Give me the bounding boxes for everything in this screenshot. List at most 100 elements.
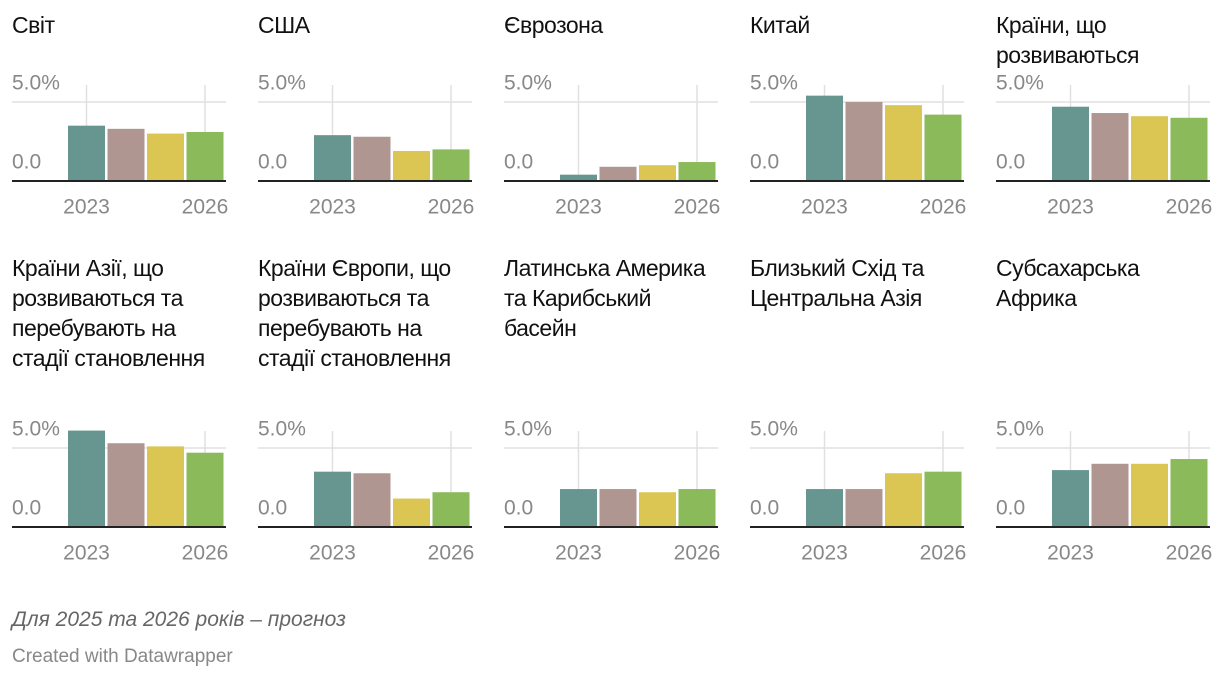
bar [1170,459,1208,527]
panel-title: Країни Азії, що розвиваються та перебува… [12,255,205,371]
x-tick-label: 2023 [63,196,110,219]
y-tick-label: 0.0 [504,151,533,174]
panel-title: Китай [750,12,810,38]
bar [560,489,597,527]
bar [432,492,470,527]
bar [599,166,637,181]
bar [639,492,676,527]
bar [1170,117,1208,181]
y-tick-label: 0.0 [996,151,1025,174]
x-tick-label: 2026 [182,196,229,219]
bar [806,489,843,527]
x-tick-label: 2026 [1166,196,1213,219]
panel-chart: 2023 2026 0.0 5.0% [996,72,1213,219]
x-tick-label: 2023 [801,196,848,219]
bar [678,162,716,181]
y-tick-label: 0.0 [750,151,779,174]
bar [924,114,962,181]
x-tick-label: 2026 [182,542,229,565]
bar [885,473,922,527]
bar [599,489,637,527]
bar [678,489,716,527]
y-tick-label: 0.0 [996,497,1025,520]
x-tick-label: 2023 [309,542,356,565]
bar [885,105,922,181]
panel-chart: 2023 2026 0.0 5.0% [750,418,967,565]
bar [68,125,105,181]
bar [393,150,430,181]
y-tick-label: 0.0 [12,151,41,174]
y-tick-label: 5.0% [504,72,552,95]
y-tick-label: 0.0 [258,497,287,520]
bar [639,165,676,181]
y-tick-label: 5.0% [258,418,306,441]
bar [186,132,224,181]
credit: Created with Datawrapper [12,646,233,667]
x-tick-label: 2023 [555,196,602,219]
y-tick-label: 5.0% [258,72,306,95]
bar [107,443,145,527]
note: Для 2025 та 2026 років – прогноз [12,608,346,631]
y-tick-label: 5.0% [750,418,798,441]
bar [845,101,883,181]
x-tick-label: 2026 [920,196,967,219]
panel-chart: 2023 2026 0.0 5.0% [504,72,721,219]
panel-chart: 2023 2026 0.0 5.0% [12,72,229,219]
y-tick-label: 0.0 [258,151,287,174]
bar [353,136,391,181]
panel-chart: 2023 2026 0.0 5.0% [258,72,475,219]
panel-chart: 2023 2026 0.0 5.0% [12,418,229,565]
panel-title: Країни, що розвиваються [996,12,1139,68]
x-tick-label: 2023 [555,542,602,565]
y-tick-label: 5.0% [996,72,1044,95]
panel-title: Латинська Америка та Карибський басейн [504,255,706,341]
bar [314,135,351,181]
y-tick-label: 5.0% [750,72,798,95]
bar [845,489,883,527]
bar [1091,113,1129,181]
panel-title: Країни Європи, що розвиваються та перебу… [258,255,451,371]
x-tick-label: 2023 [1047,196,1094,219]
x-tick-label: 2026 [428,542,475,565]
bar [393,498,430,527]
x-tick-label: 2023 [801,542,848,565]
x-tick-label: 2023 [1047,542,1094,565]
bar [1131,463,1168,527]
bar [147,133,184,181]
panel-title: Світ [12,12,55,38]
x-tick-label: 2023 [63,542,110,565]
bar [314,471,351,527]
bar [68,430,105,527]
x-tick-label: 2026 [674,542,721,565]
bar [353,473,391,527]
x-tick-label: 2026 [674,196,721,219]
x-tick-label: 2026 [428,196,475,219]
panel-chart: 2023 2026 0.0 5.0% [996,418,1212,565]
bar [1131,116,1168,181]
panel-chart: 2023 2026 0.0 5.0% [750,72,967,219]
panel-title: США [258,12,310,38]
x-tick-label: 2026 [920,542,967,565]
bar [1052,106,1089,181]
y-tick-label: 5.0% [12,418,60,441]
bar [806,95,843,181]
panel-title: Єврозона [504,12,603,38]
y-tick-label: 5.0% [996,418,1044,441]
bar [560,174,597,181]
panel-title: Близький Схід та Центральна Азія [750,255,924,311]
bar [432,149,470,181]
x-tick-label: 2023 [309,196,356,219]
y-tick-label: 0.0 [504,497,533,520]
bar [107,128,145,181]
panel-chart: 2023 2026 0.0 5.0% [504,418,721,565]
panel-chart: 2023 2026 0.0 5.0% [258,418,475,565]
bar [147,446,184,527]
panel-title: Субсахарська Африка [996,255,1140,311]
y-tick-label: 5.0% [504,418,552,441]
bar [1091,463,1129,527]
y-tick-label: 5.0% [12,72,60,95]
bar [924,471,962,527]
bar [1052,470,1089,527]
y-tick-label: 0.0 [12,497,41,520]
